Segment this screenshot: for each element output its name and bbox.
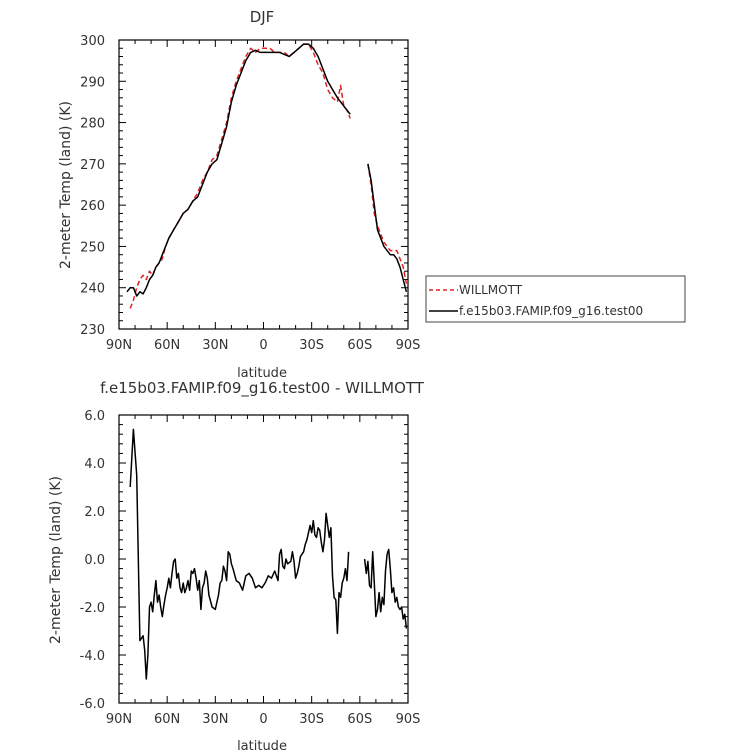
bottom-series-0-line-segment-0 bbox=[129, 428, 350, 680]
bottom-y-axis-label: 2-meter Temp (land) (K) bbox=[48, 476, 64, 644]
bottom-x-tick-label: 60S bbox=[347, 712, 372, 727]
bottom-x-tick-label: 0 bbox=[259, 712, 267, 727]
top-y-tick-label: 280 bbox=[80, 117, 105, 132]
top-y-tick-label: 270 bbox=[80, 158, 105, 173]
bottom-y-tick-label: 4.0 bbox=[84, 457, 105, 472]
top-y-axis-label: 2-meter Temp (land) (K) bbox=[58, 101, 74, 269]
top-x-tick-label: 60S bbox=[347, 338, 372, 353]
bottom-series-0-line-segment-1 bbox=[363, 548, 408, 629]
bottom-chart-title: f.e15b03.FAMIP.f09_g16.test00 - WILLMOTT bbox=[100, 379, 425, 398]
top-axes: 90N 60N 30N 0 30S 60S 90S 230 240 250 260 270 280 290… bbox=[80, 34, 420, 353]
bottom-x-axis-label: latitude bbox=[237, 739, 287, 754]
top-series-0-line-segment-1 bbox=[367, 163, 408, 284]
top-chart-title: DJF bbox=[250, 8, 275, 26]
top-y-tick-label: 290 bbox=[80, 75, 105, 90]
legend: WILLMOTT f.e15b03.FAMIP.f09_g16.test00 bbox=[425, 275, 686, 323]
bottom-y-tick-label: 6.0 bbox=[84, 409, 105, 424]
bottom-x-tick-label: 30N bbox=[202, 712, 228, 727]
top-x-axis-label: latitude bbox=[237, 366, 287, 381]
bottom-y-tick-label: 0.0 bbox=[84, 553, 105, 568]
bottom-y-tick-label: -4.0 bbox=[80, 649, 105, 664]
top-series-lines bbox=[126, 43, 408, 309]
bottom-x-tick-label: 60N bbox=[154, 712, 180, 727]
top-y-tick-label: 260 bbox=[80, 199, 105, 214]
bottom-x-tick-label: 90S bbox=[396, 712, 421, 727]
top-y-tick-label: 240 bbox=[80, 282, 105, 297]
bottom-x-tick-label: 90N bbox=[106, 712, 132, 727]
legend-label-model: f.e15b03.FAMIP.f09_g16.test00 bbox=[459, 304, 643, 318]
legend-label-willmott: WILLMOTT bbox=[459, 283, 523, 297]
bottom-y-tick-label: -6.0 bbox=[80, 697, 105, 712]
bottom-axes: 90N 60N 30N 0 30S 60S 90S -6.0 -4.0 -2.0 0.0 2.0 4.0… bbox=[80, 409, 421, 727]
top-panel-chart: DJF 2-meter Temp (land) (K) latitude 90N… bbox=[58, 8, 420, 381]
top-series-1-line-segment-1 bbox=[367, 163, 408, 292]
top-x-tick-label: 30S bbox=[299, 338, 324, 353]
top-x-tick-label: 90S bbox=[396, 338, 421, 353]
top-series-1-line-segment-0 bbox=[126, 43, 351, 297]
bottom-x-tick-label: 30S bbox=[299, 712, 324, 727]
top-x-tick-label: 0 bbox=[259, 338, 267, 353]
top-plot-frame bbox=[118, 39, 409, 330]
bottom-series-lines bbox=[129, 428, 408, 680]
bottom-y-tick-label: 2.0 bbox=[84, 505, 105, 520]
top-x-tick-label: 60N bbox=[154, 338, 180, 353]
legend-box bbox=[425, 275, 686, 323]
top-series-0-line-segment-0 bbox=[129, 43, 351, 309]
top-x-tick-label: 90N bbox=[106, 338, 132, 353]
bottom-panel-chart: f.e15b03.FAMIP.f09_g16.test00 - WILLMOTT… bbox=[48, 379, 425, 754]
top-x-tick-label: 30N bbox=[202, 338, 228, 353]
top-y-tick-label: 300 bbox=[80, 34, 105, 49]
top-y-tick-label: 230 bbox=[80, 323, 105, 338]
bottom-y-tick-label: -2.0 bbox=[80, 601, 105, 616]
top-y-tick-label: 250 bbox=[80, 240, 105, 255]
